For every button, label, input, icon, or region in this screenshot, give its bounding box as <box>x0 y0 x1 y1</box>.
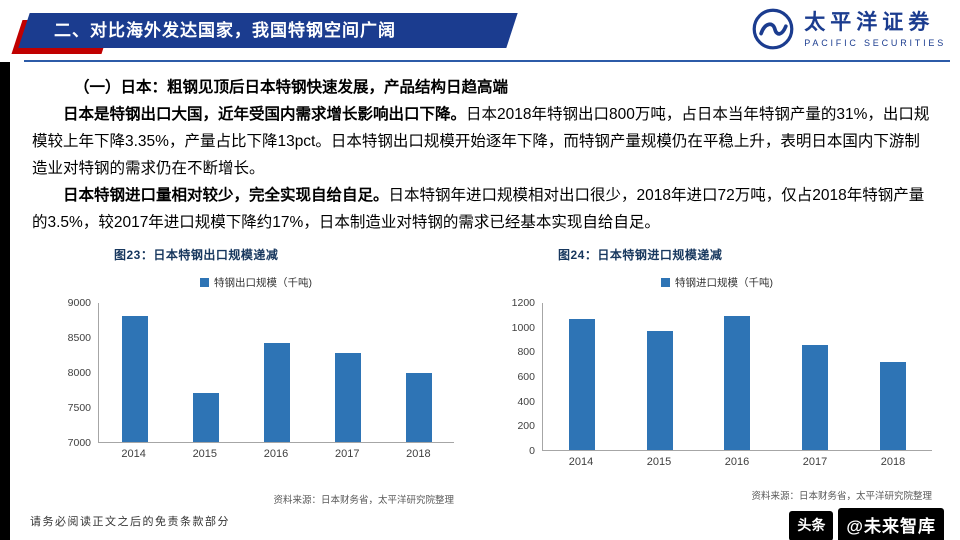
y-axis: 7000 7500 8000 8500 9000 <box>58 297 98 449</box>
bar-slot <box>312 303 383 442</box>
footer-disclaimer: 请务必阅读正文之后的免责条款部分 <box>30 516 230 528</box>
chart-title: 图23：日本特钢出口规模递减 <box>114 248 279 262</box>
paragraph-1-lead: 日本是特钢出口大国，近年受国内需求增长影响出口下降。 <box>63 106 467 123</box>
x-axis-tick-label: 2018 <box>406 448 431 460</box>
bar-2015 <box>646 330 673 450</box>
x-axis-tick-label: 2017 <box>802 456 828 468</box>
y-axis-tick-label: 0 <box>529 445 535 457</box>
x-axis: 2014 2015 2016 2017 2018 <box>542 456 932 468</box>
watermark-badge: 头条 @未来智库 <box>789 508 944 540</box>
bar-2015 <box>192 393 219 442</box>
watermark-right: @未来智库 <box>838 508 944 540</box>
x-axis: 2014 2015 2016 2017 2018 <box>98 448 454 460</box>
plot-right: 2014 2015 2016 2017 2018 <box>98 303 454 460</box>
legend-label: 特钢出口规模（千吨) <box>214 277 312 289</box>
chart-japan-export: 图23：日本特钢出口规模递减 特钢出口规模（千吨) 7000 7500 8000 85… <box>58 246 454 506</box>
company-logo: 太平洋证券 PACIFIC SECURITIES <box>751 7 946 51</box>
y-axis-tick-label: 1200 <box>511 297 535 309</box>
bar-2017 <box>802 344 829 450</box>
company-logo-text: 太平洋证券 PACIFIC SECURITIES <box>804 10 946 47</box>
y-axis-tick-label: 9000 <box>67 297 91 309</box>
bar-slot <box>170 303 241 442</box>
section-title: 二、对比海外发达国家，我国特钢空间广阔 <box>54 21 396 40</box>
bar-slot <box>621 303 699 450</box>
paragraph-1-rest: 日本2018年特钢出口800万吨，占日本当年特钢产量的31%，出口规模较上年下降… <box>32 106 930 177</box>
bar-2016 <box>724 316 751 450</box>
legend-swatch-icon <box>661 278 670 287</box>
x-axis-tick-label: 2018 <box>880 456 906 468</box>
subsection-heading: （一）日本：粗钢见顶后日本特钢快速发展，产品结构日趋高端 <box>74 79 509 96</box>
chart-title: 图24：日本特钢进口规模递减 <box>558 248 723 262</box>
bars-area <box>542 303 932 451</box>
body-text-block: （一）日本：粗钢见顶后日本特钢快速发展，产品结构日趋高端 日本是特钢出口大国，近… <box>32 74 932 236</box>
chart-japan-import: 图24：日本特钢进口规模递减 特钢进口规模（千吨) 0 200 400 600 800 1… <box>502 246 932 502</box>
bars-area <box>98 303 454 443</box>
bar-2017 <box>334 353 361 442</box>
paragraph-1: 日本是特钢出口大国，近年受国内需求增长影响出口下降。日本2018年特钢出口800… <box>32 101 932 182</box>
section-banner: 二、对比海外发达国家，我国特钢空间广阔 <box>11 13 518 54</box>
bar-2014 <box>121 315 148 442</box>
company-name-cn: 太平洋证券 <box>804 11 935 35</box>
watermark-left: 头条 <box>789 510 834 540</box>
x-axis-tick-label: 2017 <box>334 448 360 460</box>
chart-legend: 特钢出口规模（千吨) <box>58 275 454 290</box>
plot-area: 0 200 400 600 800 1000 1200 2014 2015 2016 2017 20… <box>502 297 932 468</box>
paragraph-2-rest: 日本特钢年进口规模相对出口很少，2018年进口72万吨，仅占2018年特钢产量的… <box>32 187 925 231</box>
bar-2014 <box>568 318 595 450</box>
y-axis-tick-label: 200 <box>517 420 535 433</box>
y-axis-tick-label: 7000 <box>67 437 91 449</box>
paragraph-2: 日本特钢进口量相对较少，完全实现自给自足。日本特钢年进口规模相对出口很少，201… <box>32 182 932 236</box>
bar-slot <box>854 303 932 450</box>
bar-2018 <box>880 361 907 450</box>
bar-2018 <box>405 372 432 442</box>
legend-swatch-icon <box>200 278 209 287</box>
y-axis-tick-label: 800 <box>517 346 535 359</box>
company-name-en: PACIFIC SECURITIES <box>804 37 946 48</box>
y-axis-tick-label: 7500 <box>67 402 91 414</box>
y-axis-tick-label: 400 <box>517 395 535 408</box>
plot-area: 7000 7500 8000 8500 9000 2014 2015 2016 2017 201… <box>58 297 454 460</box>
x-axis-tick-label: 2015 <box>646 456 672 468</box>
bar-slot <box>776 303 854 450</box>
y-axis-tick-label: 1000 <box>511 321 535 334</box>
chart-legend: 特钢进口规模（千吨) <box>502 275 932 290</box>
source-note: 资料来源：日本财务省，太平洋研究院整理 <box>751 491 932 502</box>
y-axis-tick-label: 8500 <box>67 332 91 344</box>
source-note: 资料来源：日本财务省，太平洋研究院整理 <box>273 495 454 506</box>
left-edge-strip <box>0 62 10 540</box>
x-axis-tick-label: 2014 <box>568 456 594 468</box>
bar-slot <box>241 303 312 442</box>
bar-2016 <box>263 342 290 442</box>
y-axis-tick-label: 600 <box>517 371 535 383</box>
y-axis-tick-label: 8000 <box>67 367 91 379</box>
plot-right: 2014 2015 2016 2017 2018 <box>542 303 932 468</box>
pacific-logo-icon <box>751 7 795 51</box>
y-axis: 0 200 400 600 800 1000 1200 <box>502 297 542 457</box>
bar-slot <box>699 303 777 450</box>
bar-slot <box>543 303 621 450</box>
x-axis-tick-label: 2015 <box>192 448 218 460</box>
legend-label: 特钢进口规模（千吨) <box>675 277 773 289</box>
header-divider <box>24 60 950 62</box>
bar-slot <box>99 303 170 442</box>
x-axis-tick-label: 2014 <box>121 448 146 460</box>
paragraph-2-lead: 日本特钢进口量相对较少，完全实现自给自足。 <box>63 187 389 204</box>
x-axis-tick-label: 2016 <box>724 456 750 468</box>
x-axis-tick-label: 2016 <box>263 448 289 460</box>
bar-slot <box>383 303 454 442</box>
